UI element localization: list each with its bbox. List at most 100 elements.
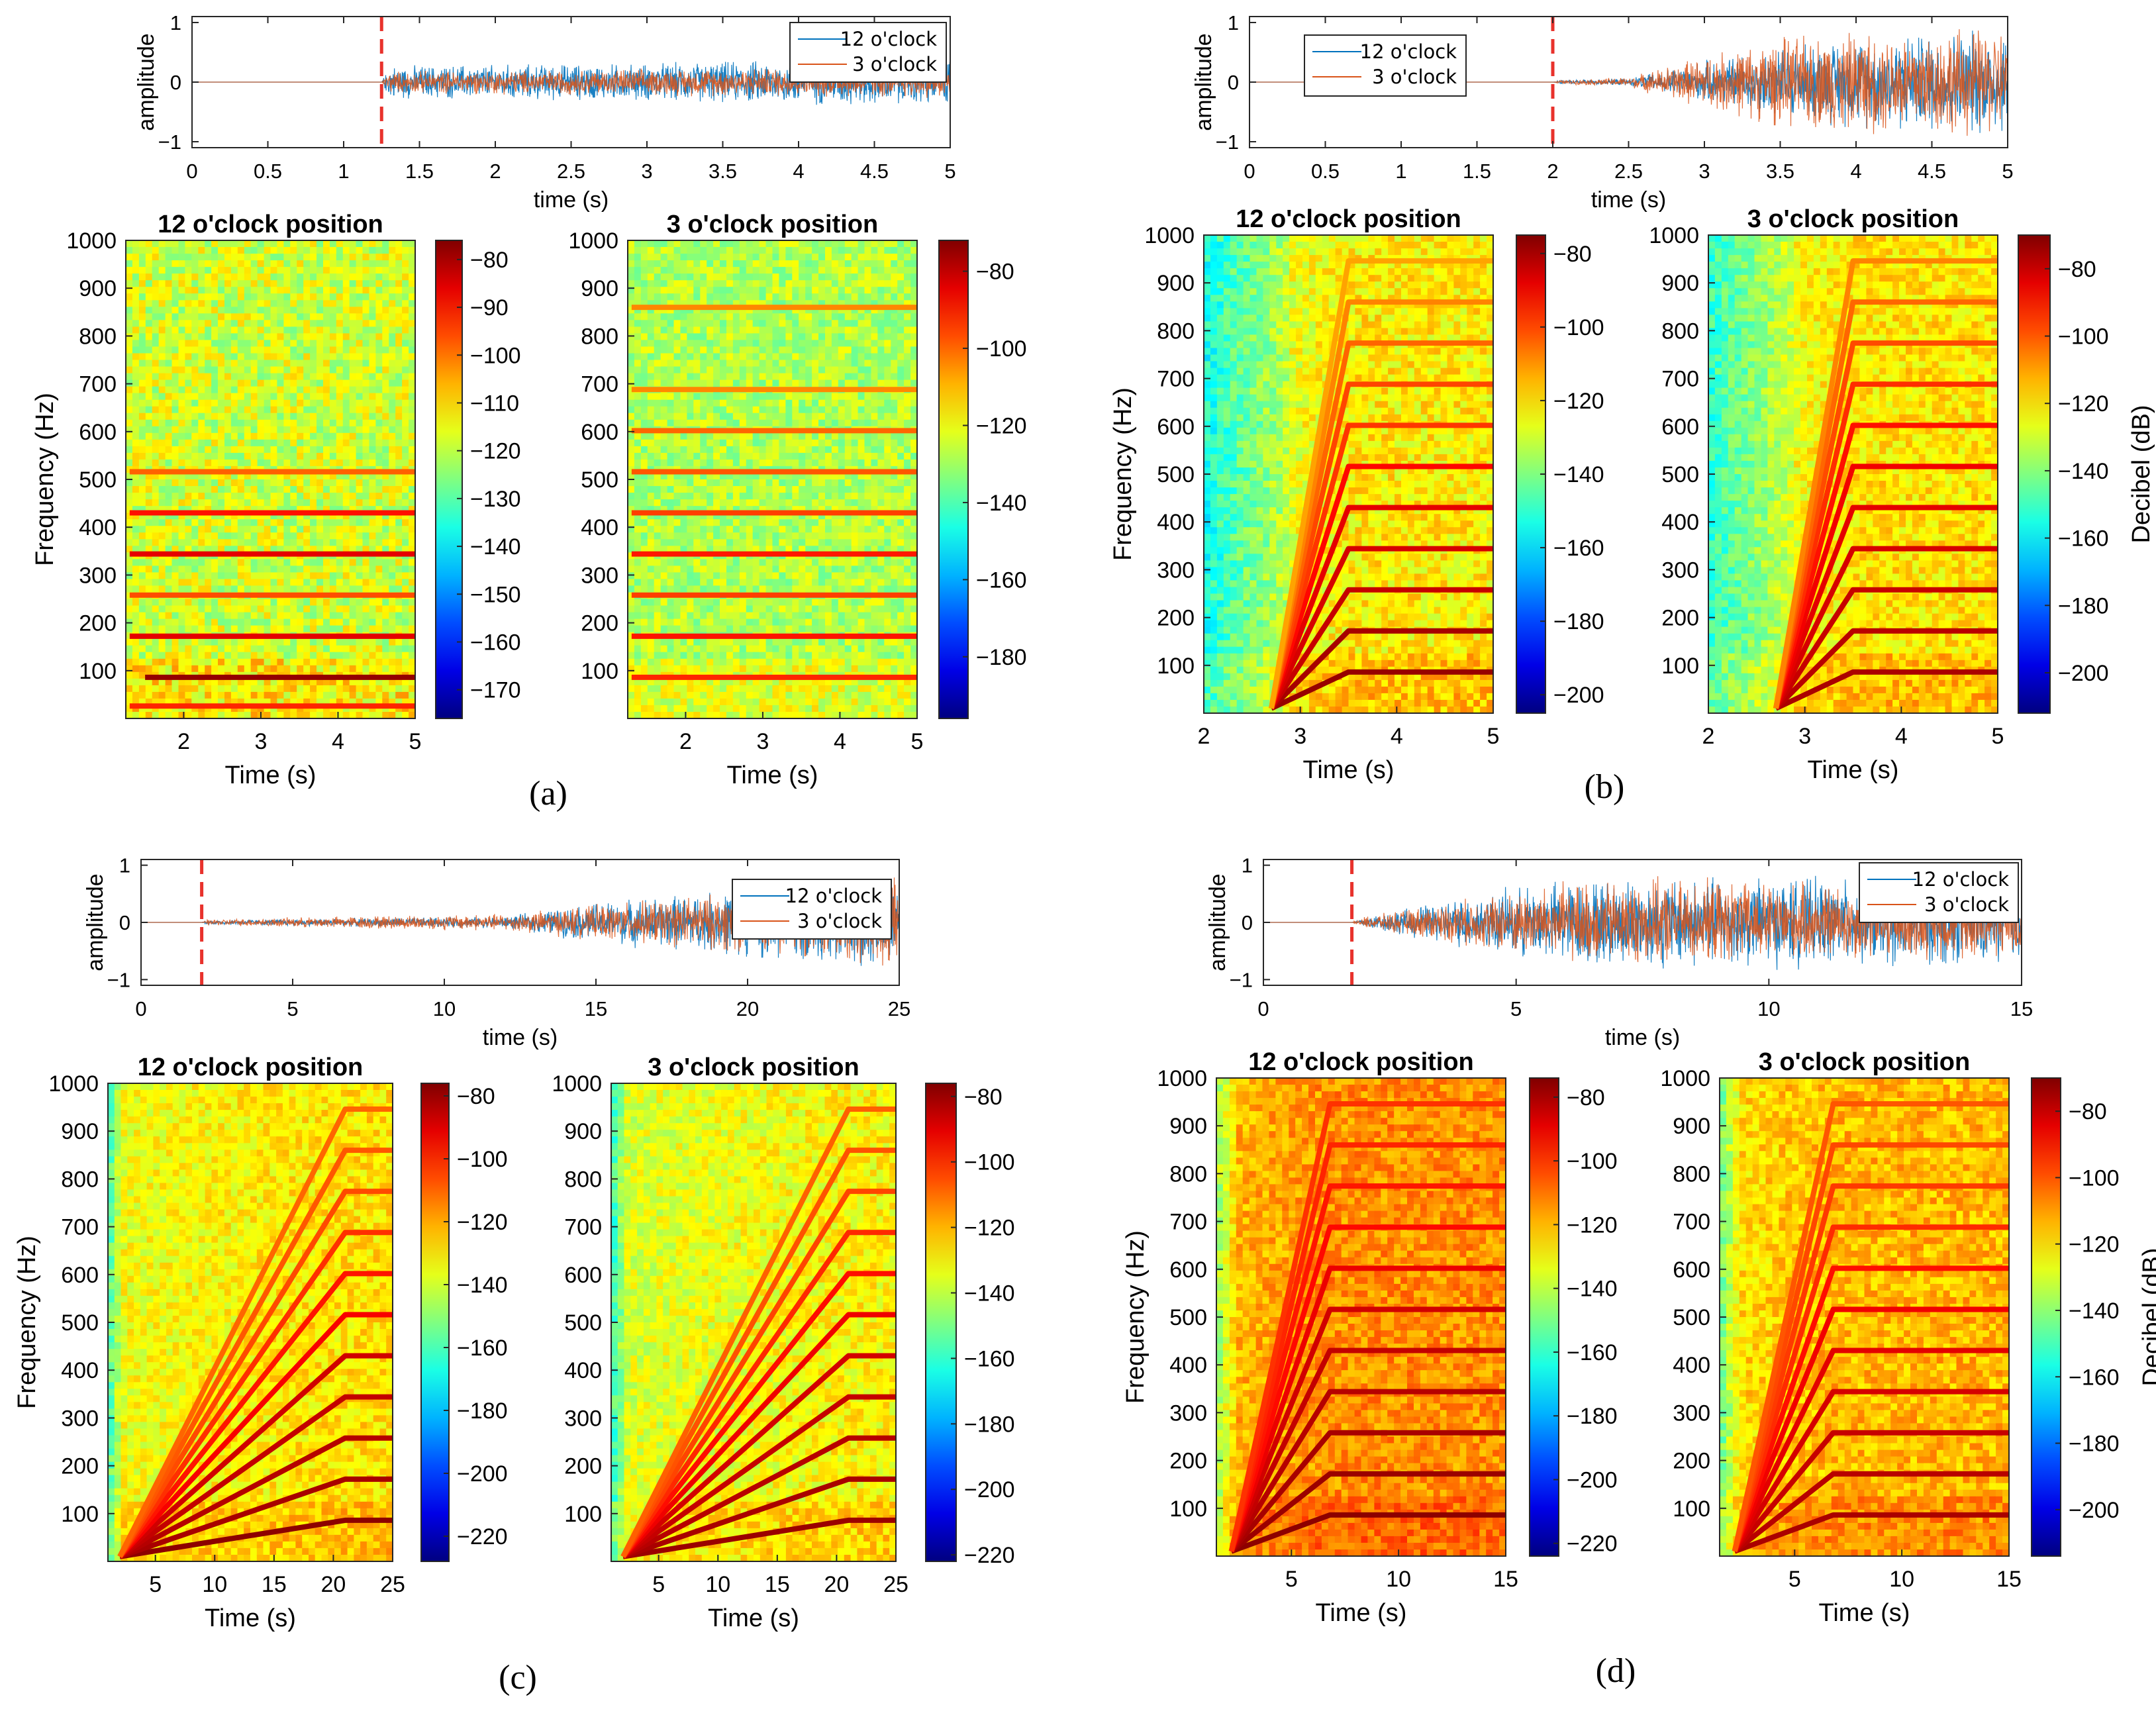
heat-cell — [297, 373, 304, 381]
heat-cell — [297, 313, 304, 320]
spectrogram-cells — [628, 240, 918, 719]
heat-cell — [356, 585, 364, 593]
heat-cell — [375, 420, 383, 427]
heat-cell — [218, 287, 225, 294]
heat-cell — [726, 665, 734, 673]
heat-cell — [395, 460, 403, 467]
heat-cell — [766, 413, 773, 420]
heat-cell — [310, 479, 317, 487]
heat-cell — [720, 254, 727, 261]
heat-cell — [258, 420, 265, 427]
heat-cell — [720, 393, 727, 401]
heat-cell — [375, 333, 383, 340]
heat-cell — [172, 652, 179, 660]
heat-cell — [290, 420, 297, 427]
heat-cell — [297, 346, 304, 354]
heat-cell — [681, 565, 688, 573]
heat-cell — [198, 619, 205, 626]
heat-cell — [713, 613, 720, 620]
heat-cell — [687, 254, 694, 261]
heat-cell — [290, 652, 297, 660]
heat-cell — [760, 479, 767, 487]
heat-cell — [700, 692, 707, 699]
y-tick-label: 900 — [79, 276, 117, 301]
heat-cell — [191, 572, 199, 579]
heat-cell — [264, 453, 271, 460]
heat-cell — [290, 413, 297, 420]
heat-cell — [258, 499, 265, 507]
heat-cell — [687, 519, 694, 526]
heat-cell — [159, 493, 166, 500]
heat-cell — [152, 400, 160, 407]
heat-cell — [205, 479, 212, 487]
heat-cell — [720, 433, 727, 440]
heat-cell — [310, 685, 317, 693]
heat-cell — [667, 479, 675, 487]
heat-cell — [251, 606, 258, 613]
heat-cell — [336, 479, 344, 487]
heat-cell — [753, 685, 760, 693]
heat-cell — [363, 639, 370, 646]
heat-cell — [224, 420, 232, 427]
heat-cell — [264, 280, 271, 287]
heat-cell — [185, 340, 192, 347]
heat-cell — [310, 626, 317, 633]
heat-cell — [303, 532, 311, 540]
heat-cell — [628, 267, 635, 274]
heat-cell — [185, 453, 192, 460]
heat-cell — [674, 400, 681, 407]
heat-cell — [238, 613, 245, 620]
heat-cell — [726, 293, 734, 301]
heat-cell — [713, 519, 720, 526]
heat-cell — [713, 559, 720, 566]
heat-cell — [277, 532, 284, 540]
heat-cell — [402, 240, 409, 248]
heat-cell — [159, 380, 166, 387]
heat-cell — [389, 579, 396, 586]
heat-cell — [687, 407, 694, 414]
heat-cell — [343, 479, 350, 487]
heat-cell — [681, 320, 688, 327]
heat-cell — [283, 613, 291, 620]
heat-cell — [152, 426, 160, 434]
heat-cell — [336, 486, 344, 493]
heat-cell — [773, 585, 780, 593]
heat-cell — [231, 619, 238, 626]
heat-cell — [766, 526, 773, 533]
heat-cell — [674, 639, 681, 646]
heat-cell — [733, 532, 740, 540]
heat-cell — [146, 585, 153, 593]
heat-cell — [343, 565, 350, 573]
heat-cell — [244, 333, 252, 340]
heat-cell — [681, 460, 688, 467]
heat-cell — [654, 280, 662, 287]
heat-cell — [363, 559, 370, 566]
heat-cell — [726, 646, 734, 653]
heat-cell — [231, 539, 238, 546]
heat-cell — [317, 619, 324, 626]
heat-cell — [218, 420, 225, 427]
heat-cell — [628, 340, 635, 347]
heat-cell — [172, 320, 179, 327]
heat-cell — [693, 619, 701, 626]
heat-cell — [661, 639, 668, 646]
heat-cell — [641, 646, 648, 653]
heat-cell — [283, 413, 291, 420]
heat-cell — [231, 313, 238, 320]
heat-cell — [191, 420, 199, 427]
heat-cell — [720, 313, 727, 320]
heat-cell — [363, 460, 370, 467]
heat-cell — [303, 613, 311, 620]
heat-cell — [336, 413, 344, 420]
heat-cell — [693, 293, 701, 301]
heat-cell — [356, 652, 364, 660]
heat-cell — [297, 453, 304, 460]
heat-cell — [654, 619, 662, 626]
heat-cell — [746, 532, 754, 540]
heat-cell — [707, 599, 714, 607]
heat-cell — [687, 293, 694, 301]
heat-cell — [375, 340, 383, 347]
heat-cell — [766, 446, 773, 454]
heat-cell — [323, 346, 330, 354]
